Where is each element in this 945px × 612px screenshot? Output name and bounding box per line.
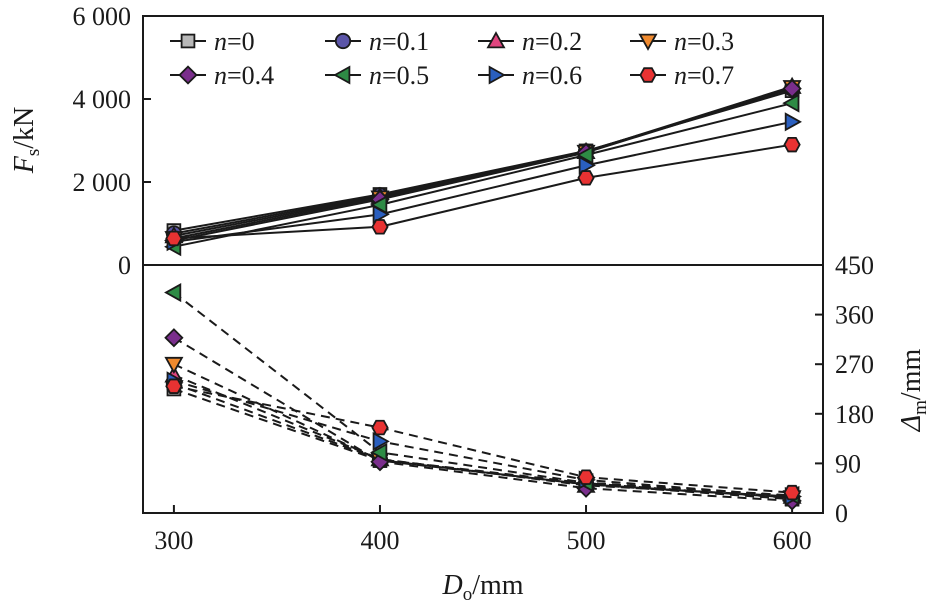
top-data-point	[576, 145, 594, 165]
bottom-y-tick-label: 180	[835, 400, 874, 429]
top-series-line	[173, 87, 793, 235]
bottom-series-line	[173, 363, 793, 499]
bottom-series-line	[173, 382, 793, 500]
x-tick-label: 300	[154, 526, 193, 555]
legend-marker	[488, 65, 506, 85]
series-markers	[164, 76, 802, 511]
top-y-tick-label: 6 000	[73, 2, 132, 31]
x-axis-title: Do/mm	[441, 570, 523, 605]
legend: n=0 n=0.1 n=0.2 n=0.3 n=0.4 n=0.5 n=0.6 n=0.7	[170, 27, 734, 90]
bottom-data-point	[164, 356, 184, 375]
top-data-point	[784, 112, 802, 132]
top-y-axis-title: Fs/kN	[9, 107, 44, 175]
top-data-point	[165, 230, 183, 247]
bottom-y-tick-label: 450	[835, 251, 874, 280]
legend-marker	[638, 33, 658, 51]
legend-marker	[486, 31, 506, 49]
bottom-series-line	[173, 336, 793, 502]
top-series-line	[173, 102, 793, 248]
top-data-point	[782, 93, 800, 113]
bottom-data-point	[783, 484, 801, 501]
bottom-series-line	[173, 374, 793, 498]
bottom-data-point	[164, 283, 182, 303]
bottom-data-point	[165, 378, 183, 394]
top-data-point	[372, 204, 390, 224]
legend-label: n=0.6	[522, 61, 582, 90]
top-data-point	[578, 155, 596, 175]
legend-label: n=0.4	[214, 61, 274, 90]
bottom-y-axis-title: Δm/mm	[896, 349, 931, 433]
bottom-data-point	[370, 442, 388, 462]
legend-label: n=0.7	[674, 61, 734, 90]
legend-marker	[178, 65, 198, 85]
series-lines	[173, 85, 793, 502]
legend-label: n=0.5	[369, 61, 429, 90]
bottom-data-point	[577, 469, 595, 485]
top-y-tick-label: 0	[118, 251, 131, 280]
top-series-line	[173, 87, 793, 242]
top-y-tick-label: 2 000	[73, 168, 132, 197]
legend-marker	[333, 65, 351, 85]
legend-label: n=0.3	[674, 27, 734, 56]
legend-label: n=0.2	[522, 27, 582, 56]
top-series-line	[173, 143, 793, 240]
x-tick-label: 400	[360, 526, 399, 555]
top-data-point	[783, 136, 801, 153]
bottom-y-tick-label: 90	[835, 449, 861, 478]
bottom-series-line	[173, 385, 793, 494]
legend-label: n=0.1	[369, 27, 429, 56]
top-data-point	[371, 219, 389, 235]
top-data-point	[577, 170, 595, 186]
bottom-series-line	[173, 379, 793, 498]
bottom-y-tick-label: 270	[835, 350, 874, 379]
bottom-data-point	[371, 419, 389, 436]
top-series-line	[173, 120, 793, 243]
top-data-point	[782, 78, 802, 99]
bottom-y-tick-label: 0	[835, 499, 848, 528]
x-tick-label: 500	[567, 526, 606, 555]
bottom-data-point	[372, 431, 390, 451]
axis-ticks: 300 400 500 600 0 2 000 4 000 6 000 0 90 180 270 360…	[73, 2, 875, 555]
legend-marker	[639, 67, 657, 83]
legend-marker	[180, 33, 196, 49]
top-y-tick-label: 4 000	[73, 85, 132, 114]
bottom-y-tick-label: 360	[835, 301, 874, 330]
legend-marker	[334, 32, 352, 50]
bottom-data-point	[164, 328, 184, 348]
x-tick-label: 600	[773, 526, 812, 555]
legend-label: n=0	[214, 27, 255, 56]
